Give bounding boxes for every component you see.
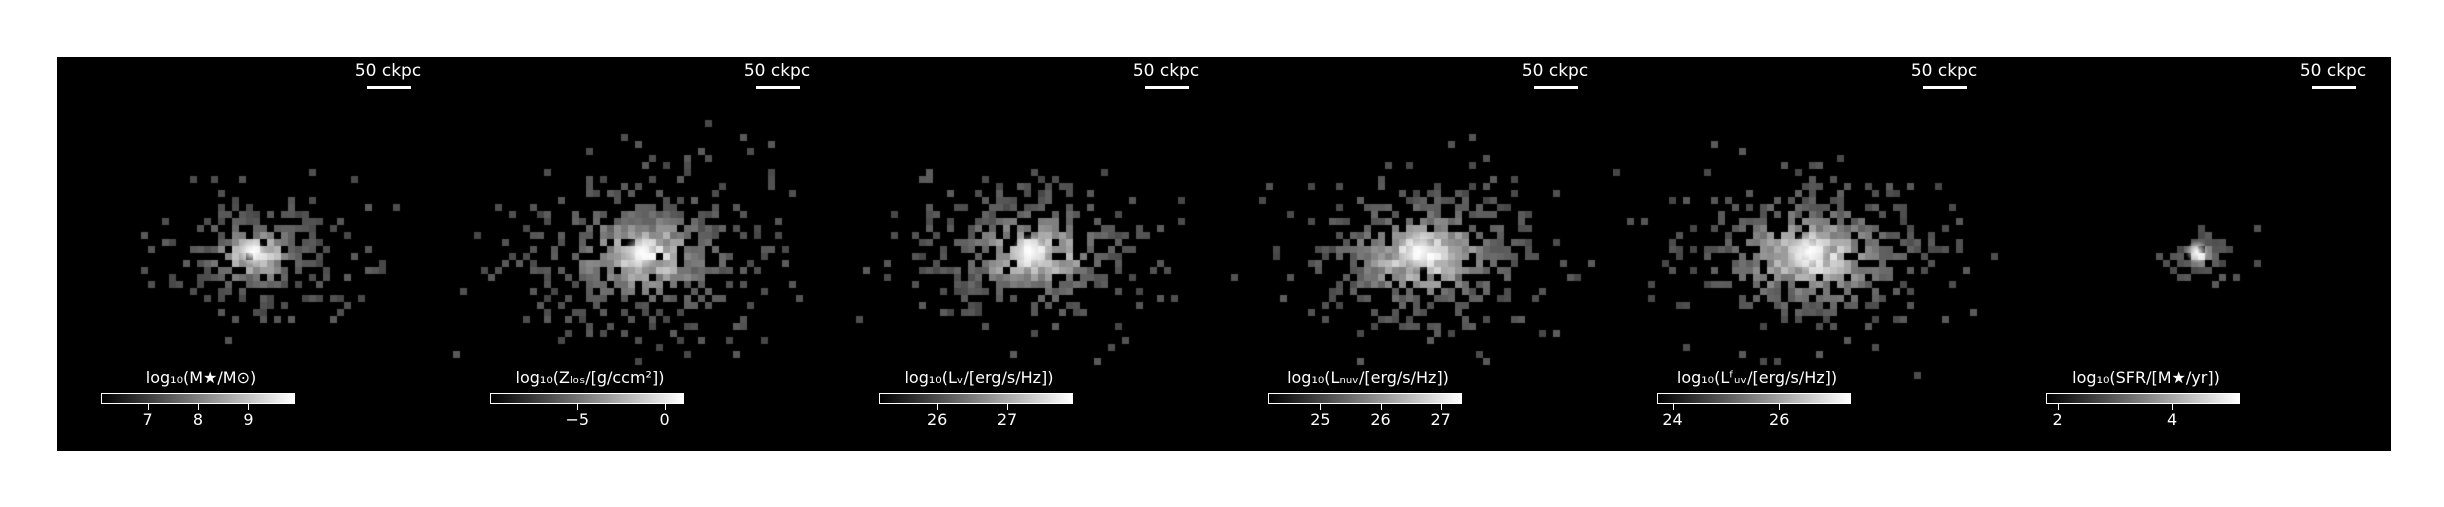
scalebar-line: [1534, 86, 1578, 89]
map-panel-1: 50 ckpc log₁₀(M★/M⊙) 7 8 9: [57, 57, 446, 451]
galaxy-map-image: [446, 57, 835, 451]
scalebar-line: [1923, 86, 1967, 89]
colorbar-tick: [1320, 404, 1322, 410]
colorbar-tick: [2172, 404, 2174, 410]
scalebar-label: 50 ckpc: [1521, 61, 1589, 81]
colorbar-tick-label: 24: [1662, 410, 1683, 429]
scalebar-label: 50 ckpc: [1910, 61, 1978, 81]
colorbar: [101, 393, 295, 404]
colorbar-tick-label: 0: [659, 410, 670, 429]
colorbar-tick: [937, 404, 939, 410]
colorbar: [1268, 393, 1462, 404]
colorbar-tick-label: 25: [1310, 410, 1331, 429]
galaxy-map-image: [2002, 57, 2391, 451]
galaxy-map-image: [1224, 57, 1613, 451]
colorbar: [1657, 393, 1851, 404]
colorbar-tick-label: 7: [142, 410, 153, 429]
colorbar: [490, 393, 684, 404]
scalebar-line: [367, 86, 411, 89]
colorbar-tick-label: 2: [2052, 410, 2063, 429]
scalebar-label: 50 ckpc: [743, 61, 811, 81]
colorbar: [2046, 393, 2240, 404]
galaxy-map-image: [835, 57, 1224, 451]
colorbar-tick: [2057, 404, 2059, 410]
scalebar-label: 50 ckpc: [1132, 61, 1200, 81]
colorbar-tick-label: 8: [192, 410, 204, 429]
colorbar-label: log₁₀(M★/M⊙): [145, 368, 257, 387]
map-panel-6: 50 ckpc log₁₀(SFR/[M★/yr]) 2 4: [2002, 57, 2391, 451]
colorbar-tick-label: −5: [565, 410, 590, 429]
colorbar-tick: [1440, 404, 1442, 410]
colorbar-tick-label: 9: [243, 410, 254, 429]
colorbar-tick-label: 27: [1430, 410, 1451, 429]
galaxy-map-image: [57, 57, 446, 451]
colorbar-tick-label: 26: [1370, 410, 1391, 429]
colorbar-tick: [198, 404, 199, 410]
colorbar-tick: [1380, 404, 1382, 410]
colorbar-tick-label: 4: [2167, 410, 2178, 429]
map-panel-4: 50 ckpc log₁₀(Lₙᵤᵥ/[erg/s/Hz]) 25 26 27: [1224, 57, 1613, 451]
colorbar-tick: [664, 404, 666, 410]
colorbar-label: log₁₀(Lᵥ/[erg/s/Hz]): [904, 368, 1054, 387]
scalebar-label: 50 ckpc: [2299, 61, 2367, 81]
colorbar: [879, 393, 1073, 404]
colorbar-tick-label: 27: [996, 410, 1018, 429]
colorbar-label: log₁₀(Zₗₒₛ/[g/ccm²]): [515, 368, 665, 387]
colorbar-label: log₁₀(SFR/[M★/yr]): [2072, 368, 2220, 387]
colorbar-tick: [248, 404, 250, 410]
colorbar-tick-label: 26: [1769, 410, 1790, 429]
colorbar-label: log₁₀(Lₙᵤᵥ/[erg/s/Hz]): [1287, 368, 1449, 387]
colorbar-tick: [1007, 404, 1009, 410]
colorbar-tick: [147, 404, 149, 410]
scalebar-line: [756, 86, 800, 89]
colorbar-label: log₁₀(Lᶠᵤᵥ/[erg/s/Hz]): [1676, 368, 1838, 387]
colorbar-tick: [1779, 404, 1781, 410]
map-panel-5: 50 ckpc log₁₀(Lᶠᵤᵥ/[erg/s/Hz]) 24 26: [1613, 57, 2002, 451]
scalebar-line: [1145, 86, 1189, 89]
colorbar-tick: [1672, 404, 1674, 410]
map-panel-3: 50 ckpc log₁₀(Lᵥ/[erg/s/Hz]) 26 27: [835, 57, 1224, 451]
colorbar-tick: [577, 404, 579, 410]
galaxy-image-grid: 50 ckpc log₁₀(M★/M⊙) 7 8 9 50 ckpc log₁₀(Zₗₒₛ/…: [57, 57, 2391, 451]
colorbar-tick-label: 26: [927, 410, 948, 429]
scalebar-label: 50 ckpc: [354, 61, 422, 81]
scalebar-line: [2312, 86, 2356, 89]
map-panel-2: 50 ckpc log₁₀(Zₗₒₛ/[g/ccm²]) −5 0: [446, 57, 835, 451]
galaxy-map-image: [1613, 57, 2002, 451]
